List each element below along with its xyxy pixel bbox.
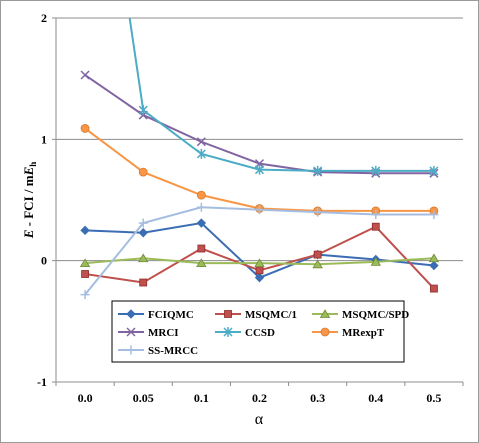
x-tick-label: 0.2: [252, 391, 267, 405]
x-tick-label: 0.0: [78, 391, 93, 405]
series-ss-mrcc: [80, 202, 439, 300]
legend-label: SS-MRCC: [148, 345, 198, 357]
x-tick-label: 0.3: [310, 391, 325, 405]
data-point: [255, 205, 264, 215]
data-point: [429, 165, 439, 176]
legend-item: MSQMC/1: [215, 309, 297, 321]
legend-label: CCSD: [245, 327, 275, 339]
legend: FCIQMC MSQMC/1 MSQMC/SPD MRCI CCSD MRexpT SS-M…: [111, 300, 409, 363]
axes: [52, 17, 464, 386]
x-tick-label: 0.05: [133, 391, 154, 405]
y-axis-label: E - FCI / mEh: [21, 162, 38, 240]
data-point: [80, 290, 90, 300]
data-point: [196, 202, 206, 212]
data-point: [312, 259, 323, 269]
data-point: [223, 327, 233, 337]
legend-item: MRCI: [118, 327, 179, 339]
series-msqmc-1: [81, 222, 438, 293]
data-point: [254, 164, 265, 175]
data-point: [319, 309, 331, 318]
data-point: [196, 218, 207, 228]
legend-label: MSQMC/SPD: [342, 309, 409, 321]
data-point: [429, 260, 439, 271]
data-point: [196, 258, 207, 267]
legend-item: FCIQMC: [118, 309, 194, 321]
data-point: [138, 228, 148, 238]
data-point: [428, 253, 440, 263]
y-tick-label: 0: [41, 254, 47, 268]
data-point: [313, 207, 323, 217]
x-axis-label: α: [255, 411, 264, 428]
legend-box: [111, 300, 405, 363]
data-point: [80, 124, 90, 133]
data-point: [254, 258, 265, 267]
data-point: [79, 258, 91, 267]
data-point: [224, 310, 232, 318]
data-point: [254, 272, 265, 283]
data-point: [80, 225, 90, 236]
x-tick-label: 0.5: [426, 391, 441, 405]
x-tick-labels: 0.0 0.05 0.1 0.2 0.3 0.4 0.5: [78, 391, 442, 405]
legend-item: MRexpT: [312, 327, 385, 339]
data-point: [126, 327, 136, 337]
legend-item: CCSD: [215, 327, 275, 339]
legend-label: MRCI: [148, 327, 179, 339]
legend-label: MSQMC/1: [245, 309, 297, 321]
data-point: [139, 278, 148, 287]
data-point: [138, 218, 148, 228]
data-point: [313, 165, 323, 176]
data-point: [320, 327, 330, 337]
data-point: [255, 266, 264, 275]
data-point: [138, 167, 148, 177]
data-point: [126, 345, 136, 355]
series-ccsd: [128, 18, 439, 176]
data-point: [81, 270, 89, 278]
legend-label: FCIQMC: [148, 309, 194, 321]
y-tick-label: 1: [41, 132, 47, 146]
data-point: [430, 284, 438, 293]
y-tick-label: -1: [37, 375, 47, 389]
data-point: [80, 70, 90, 80]
data-point: [138, 105, 148, 116]
data-point: [138, 253, 149, 263]
data-point: [313, 250, 322, 259]
series-msqmc-spd: [79, 253, 440, 269]
data-point: [371, 222, 380, 231]
data-point: [197, 244, 206, 253]
series-group: [79, 18, 440, 300]
data-point: [196, 137, 206, 147]
data-point: [370, 257, 381, 266]
y-tick-label: 2: [41, 11, 47, 25]
data-point: [196, 190, 206, 200]
data-point: [371, 165, 381, 176]
y-tick-labels: -1 0 1 2: [37, 11, 47, 389]
x-tick-label: 0.1: [194, 391, 209, 405]
legend-item: SS-MRCC: [118, 345, 198, 357]
data-point: [196, 148, 206, 159]
legend-item: MSQMC/SPD: [312, 309, 409, 321]
legend-label: MRexpT: [342, 327, 385, 339]
data-point: [429, 210, 439, 220]
data-point: [371, 210, 381, 220]
data-point: [126, 309, 136, 319]
x-tick-label: 0.4: [368, 391, 383, 405]
